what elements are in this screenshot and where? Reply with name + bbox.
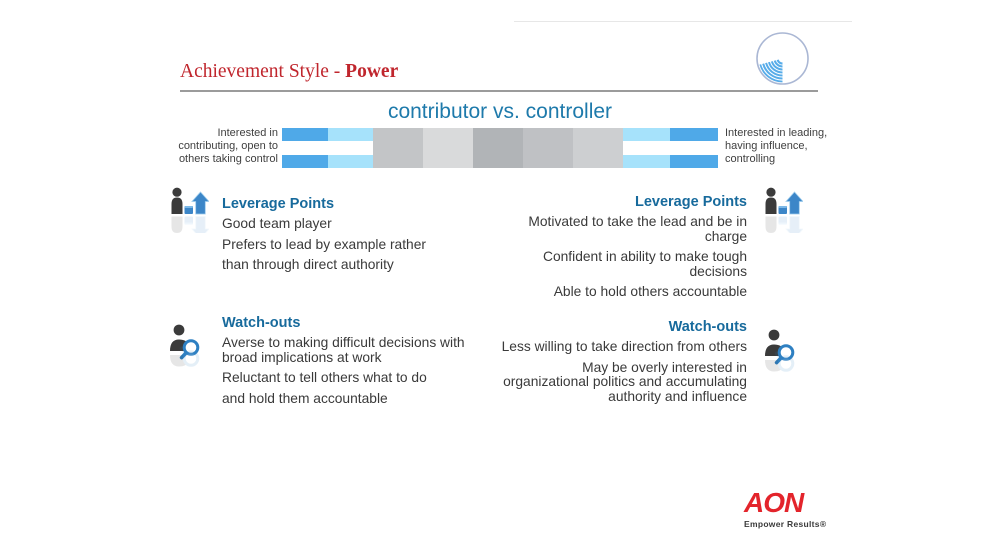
aon-tagline: Empower Results® [744, 519, 827, 529]
spectrum-segment [328, 128, 373, 168]
slide-subtitle: contributor vs. controller [387, 100, 613, 123]
spectrum-segment [573, 128, 623, 168]
right-leverage-item: Motivated to take the lead and be in cha… [528, 214, 747, 244]
left-watchouts-item: Reluctant to tell others what to do [222, 370, 427, 386]
right-watchouts-section: Watch-outs Less willing to take directio… [500, 319, 747, 410]
title-divider-line [180, 90, 818, 92]
person-with-magnifier-icon [168, 322, 204, 384]
aon-logo: AON Empower Results® [744, 487, 827, 530]
spectrum-segment [473, 128, 523, 168]
right-watchouts-item: Less willing to take direction from othe… [501, 339, 747, 354]
spectrum-segment [670, 128, 718, 168]
spectrum-bar [282, 128, 718, 168]
right-leverage-item: Able to hold others accountable [553, 284, 747, 300]
person-with-magnifier-icon [763, 327, 799, 389]
spectrum-left-label: Interested in contributing, open to othe… [178, 127, 278, 166]
left-watchouts-item: Averse to making difficult decisions wit… [222, 335, 465, 365]
spectrum-right-label: Interested in leading, having influence,… [725, 127, 828, 166]
page-title: Achievement Style - Power [180, 61, 398, 83]
right-watchouts-item: May be overly interested in organization… [503, 359, 747, 404]
top-divider-line [514, 21, 852, 22]
left-watchouts-section: Watch-outs Averse to making difficult de… [222, 315, 494, 412]
left-leverage-item: than through direct authority [222, 257, 394, 273]
pie-wedge-circle-icon [756, 32, 809, 85]
right-watchouts-heading: Watch-outs [668, 319, 747, 335]
spectrum-segment [423, 128, 473, 168]
aon-logo-text: AON [744, 487, 804, 518]
spectrum-segment [373, 128, 423, 168]
left-leverage-item: Prefers to lead by example rather [222, 236, 426, 252]
person-with-rising-arrow-icon [763, 187, 804, 244]
left-watchouts-heading: Watch-outs [222, 315, 301, 331]
right-leverage-heading: Leverage Points [634, 194, 747, 210]
right-leverage-item: Confident in ability to make tough decis… [542, 249, 747, 279]
page-title-emphasis: Power [345, 61, 399, 82]
left-leverage-heading: Leverage Points [222, 196, 335, 212]
right-leverage-section: Leverage Points Motivated to take the le… [500, 194, 747, 306]
left-watchouts-item: and hold them accountable [222, 390, 388, 406]
person-with-rising-arrow-icon [169, 187, 210, 244]
spectrum-segment [623, 128, 670, 168]
left-leverage-section: Leverage Points Good team player Prefers… [222, 196, 467, 279]
left-leverage-item: Good team player [222, 216, 332, 231]
page-title-prefix: Achievement Style - [180, 61, 346, 82]
spectrum-segment [523, 128, 573, 168]
spectrum-segment [282, 128, 328, 168]
